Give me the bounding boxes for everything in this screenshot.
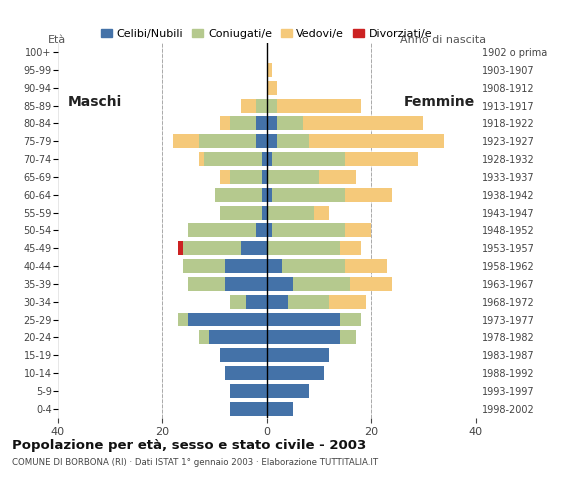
- Bar: [225, 277, 267, 291]
- Bar: [220, 205, 262, 219]
- Bar: [267, 81, 277, 95]
- Bar: [309, 134, 444, 148]
- Bar: [267, 63, 272, 77]
- Bar: [293, 277, 350, 291]
- Bar: [267, 330, 340, 344]
- Bar: [282, 259, 345, 273]
- Bar: [345, 259, 387, 273]
- Bar: [230, 295, 246, 309]
- Bar: [230, 402, 267, 416]
- Bar: [267, 295, 288, 309]
- Bar: [267, 366, 324, 380]
- Bar: [267, 188, 272, 202]
- Bar: [340, 330, 356, 344]
- Bar: [267, 348, 329, 362]
- Bar: [267, 134, 277, 148]
- Bar: [267, 277, 293, 291]
- Bar: [262, 170, 267, 184]
- Bar: [225, 366, 267, 380]
- Bar: [345, 188, 392, 202]
- Bar: [267, 259, 282, 273]
- Bar: [277, 134, 309, 148]
- Bar: [230, 117, 256, 131]
- Bar: [188, 277, 225, 291]
- Bar: [183, 259, 225, 273]
- Bar: [262, 205, 267, 219]
- Bar: [267, 152, 272, 166]
- Bar: [230, 384, 267, 398]
- Bar: [262, 152, 267, 166]
- Bar: [178, 312, 188, 326]
- Bar: [199, 134, 256, 148]
- Bar: [267, 312, 340, 326]
- Bar: [267, 205, 314, 219]
- Bar: [183, 241, 241, 255]
- Bar: [345, 224, 371, 237]
- Bar: [267, 241, 340, 255]
- Bar: [220, 170, 230, 184]
- Bar: [262, 188, 267, 202]
- Bar: [188, 312, 267, 326]
- Bar: [277, 117, 303, 131]
- Bar: [350, 277, 392, 291]
- Text: COMUNE DI BORBONA (RI) · Dati ISTAT 1° gennaio 2003 · Elaborazione TUTTITALIA.IT: COMUNE DI BORBONA (RI) · Dati ISTAT 1° g…: [12, 458, 378, 468]
- Bar: [340, 312, 361, 326]
- Bar: [267, 99, 277, 112]
- Bar: [178, 241, 183, 255]
- Text: Anno di nascita: Anno di nascita: [400, 35, 486, 45]
- Bar: [215, 188, 262, 202]
- Bar: [267, 117, 277, 131]
- Bar: [267, 384, 309, 398]
- Text: Popolazione per età, sesso e stato civile - 2003: Popolazione per età, sesso e stato civil…: [12, 439, 366, 452]
- Bar: [340, 241, 361, 255]
- Bar: [303, 117, 423, 131]
- Legend: Celibi/Nubili, Coniugati/e, Vedovi/e, Divorziati/e: Celibi/Nubili, Coniugati/e, Vedovi/e, Di…: [97, 24, 437, 43]
- Text: Maschi: Maschi: [67, 95, 122, 108]
- Bar: [267, 170, 319, 184]
- Text: Femmine: Femmine: [404, 95, 474, 108]
- Bar: [220, 348, 267, 362]
- Bar: [267, 402, 293, 416]
- Bar: [272, 224, 345, 237]
- Bar: [256, 224, 267, 237]
- Bar: [256, 117, 267, 131]
- Bar: [225, 259, 267, 273]
- Bar: [199, 152, 204, 166]
- Bar: [188, 224, 256, 237]
- Bar: [314, 205, 329, 219]
- Bar: [230, 170, 262, 184]
- Bar: [220, 117, 230, 131]
- Bar: [256, 99, 267, 112]
- Bar: [246, 295, 267, 309]
- Bar: [329, 295, 366, 309]
- Bar: [319, 170, 356, 184]
- Bar: [277, 99, 361, 112]
- Bar: [272, 152, 345, 166]
- Bar: [272, 188, 345, 202]
- Bar: [345, 152, 418, 166]
- Bar: [241, 241, 267, 255]
- Text: Età: Età: [48, 35, 66, 45]
- Bar: [267, 224, 272, 237]
- Bar: [209, 330, 267, 344]
- Bar: [241, 99, 256, 112]
- Bar: [199, 330, 209, 344]
- Bar: [288, 295, 329, 309]
- Bar: [204, 152, 262, 166]
- Bar: [256, 134, 267, 148]
- Bar: [173, 134, 199, 148]
